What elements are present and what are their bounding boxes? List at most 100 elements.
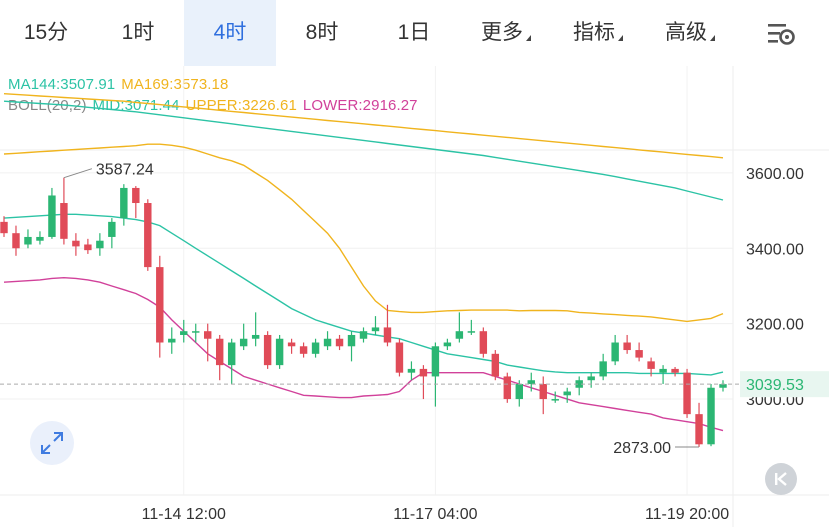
current-price-tag	[740, 371, 829, 398]
candle-body	[72, 240, 80, 247]
candle-body	[12, 233, 20, 249]
candle-body	[251, 334, 260, 339]
candle-body	[527, 380, 535, 384]
candle-body	[407, 368, 416, 373]
candle-body	[443, 342, 452, 347]
boll-lower-line	[3, 276, 724, 432]
candle-body	[36, 236, 44, 241]
candle-body	[287, 342, 296, 347]
candle-body	[108, 221, 116, 237]
tab-3[interactable]: 4时	[184, 0, 276, 66]
boll-legend: BOLL(20,2) MID:3071.44 UPPER:3226.61 LOWER:…	[8, 97, 424, 114]
tab-label: 15分	[23, 21, 69, 44]
candle-body	[263, 334, 272, 366]
candle-body	[192, 331, 200, 333]
tab-label: 1日	[397, 21, 431, 44]
boll-upper-line	[3, 143, 724, 323]
tab-label: 8时	[305, 21, 339, 44]
tab-5[interactable]: 1日	[368, 0, 460, 66]
candle-body	[563, 391, 571, 396]
high-annotation: 3587.24	[96, 162, 154, 179]
candle-body	[719, 384, 727, 388]
collapse-panel-button[interactable]	[765, 463, 797, 495]
ma169-line	[3, 93, 724, 159]
candle-body	[515, 383, 523, 400]
candle-body	[695, 414, 703, 445]
candle-body	[132, 187, 140, 204]
tab-4[interactable]: 8时	[276, 0, 368, 66]
candle-body	[24, 236, 32, 245]
candle-body	[659, 368, 667, 373]
candle-body	[275, 338, 284, 366]
candle-body	[539, 383, 547, 400]
current-price-label: 3039.53	[746, 377, 804, 394]
tab-label: 4时	[213, 21, 247, 44]
tab-7[interactable]: 指标	[552, 0, 644, 66]
ma144-line	[3, 100, 724, 201]
low-annotation: 2873.00	[613, 440, 671, 457]
chart-settings-icon[interactable]	[764, 20, 800, 48]
candle-body	[347, 334, 356, 347]
candle-body	[299, 346, 308, 354]
candle-body	[180, 331, 188, 335]
tab-label: 指标	[573, 21, 615, 44]
candle-body	[683, 372, 691, 415]
candle-body	[647, 361, 655, 369]
boll-label: BOLL(20,2)	[8, 97, 87, 114]
candle-body	[48, 195, 56, 237]
candle-body	[371, 327, 380, 332]
candle-body	[707, 387, 715, 445]
candle-body	[96, 240, 104, 249]
candle-body	[335, 338, 344, 347]
tab-1[interactable]: 15分	[0, 0, 92, 66]
candle-body	[419, 368, 428, 377]
tab-2[interactable]: 1时	[92, 0, 184, 66]
candle-body	[239, 338, 248, 347]
tab-6[interactable]: 更多	[460, 0, 552, 66]
candle-body	[551, 399, 559, 401]
candle-body	[323, 338, 332, 347]
candle-body	[599, 361, 607, 377]
candle-body	[491, 353, 500, 377]
boll-lower-legend: LOWER:2916.27	[302, 97, 418, 114]
y-tick-label: 3200.00	[746, 317, 804, 334]
timeframe-tabbar: 15分 1时 4时 8时 1日 更多 指标 高级	[0, 0, 829, 66]
expand-arrows-icon	[41, 432, 63, 454]
candle-body	[635, 350, 643, 358]
candle-body	[60, 203, 68, 239]
high-marker-line	[63, 168, 93, 179]
candle-body	[168, 338, 176, 343]
dropdown-triangle-icon	[526, 35, 531, 41]
x-tick-label: 11-17 04:00	[393, 506, 477, 523]
candle-body	[479, 331, 488, 354]
dropdown-triangle-icon	[710, 35, 715, 41]
tab-label: 更多	[481, 21, 523, 44]
ma144-legend: MA144:3507.91	[8, 76, 116, 93]
candle-body	[227, 342, 236, 366]
candle-body	[215, 338, 224, 366]
candle-body	[0, 221, 8, 234]
candle-body	[395, 342, 404, 373]
candle-body	[204, 331, 212, 339]
candle-body	[120, 187, 128, 219]
candle-body	[575, 380, 583, 388]
candle-body	[503, 376, 512, 400]
tab-label: 1时	[121, 21, 155, 44]
candle-body	[311, 342, 320, 354]
candle-body	[359, 331, 368, 339]
candle-body	[431, 346, 440, 377]
candle-body	[144, 203, 152, 268]
x-tick-label: 11-19 20:00	[645, 506, 729, 523]
candle-body	[156, 267, 164, 343]
candle-body	[455, 331, 464, 339]
candle-body	[383, 327, 392, 343]
fullscreen-expand-button[interactable]	[30, 421, 74, 465]
tab-8[interactable]: 高级	[644, 0, 736, 66]
candle-body	[467, 331, 476, 333]
y-tick-label: 3400.00	[746, 241, 804, 258]
ma169-legend: MA169:3573.18	[121, 76, 229, 93]
x-tick-label: 11-14 12:00	[142, 506, 226, 523]
candle-body	[587, 376, 595, 381]
candle-body	[611, 342, 619, 362]
